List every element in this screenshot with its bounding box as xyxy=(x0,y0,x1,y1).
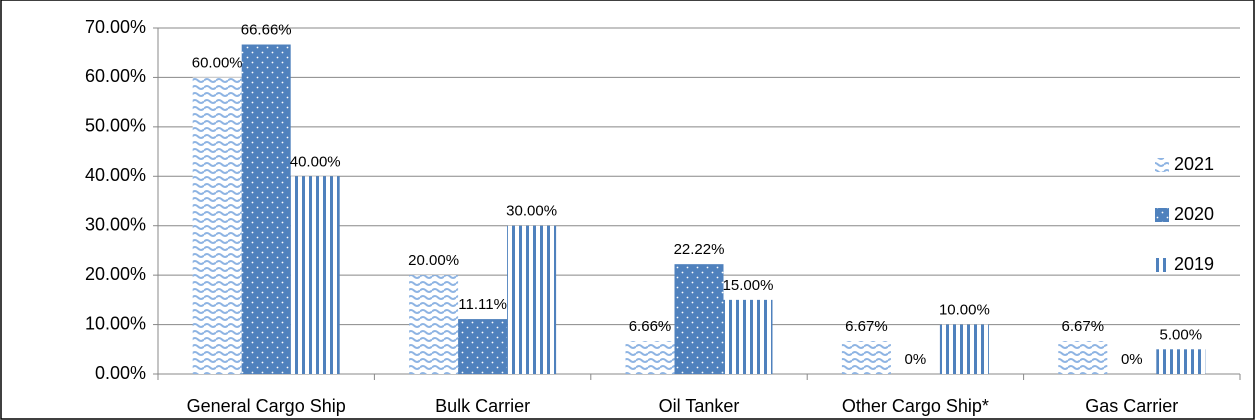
bar xyxy=(458,319,508,374)
data-label: 40.00% xyxy=(290,153,341,170)
data-label: 15.00% xyxy=(723,277,774,294)
data-label: 22.22% xyxy=(674,241,725,258)
data-label: 10.00% xyxy=(939,302,990,319)
bar xyxy=(841,341,891,374)
data-label: 0% xyxy=(1121,351,1143,368)
y-tick-label: 60.00% xyxy=(85,66,146,86)
bar xyxy=(939,324,989,374)
bar xyxy=(674,264,724,374)
y-tick-label: 20.00% xyxy=(85,264,146,284)
legend-swatch xyxy=(1155,258,1169,272)
data-label: 6.66% xyxy=(629,318,672,335)
x-tick-label: Oil Tanker xyxy=(659,396,740,416)
data-label: 20.00% xyxy=(408,252,459,269)
legend-label: 2021 xyxy=(1174,154,1214,174)
bar xyxy=(625,341,675,374)
data-label: 5.00% xyxy=(1160,326,1203,343)
bar xyxy=(1058,341,1108,374)
data-label: 6.67% xyxy=(845,318,888,335)
legend-swatch xyxy=(1155,208,1169,222)
y-tick-label: 50.00% xyxy=(85,116,146,136)
data-label: 60.00% xyxy=(192,54,243,71)
x-tick-label: General Cargo Ship xyxy=(187,396,346,416)
y-tick-label: 30.00% xyxy=(85,214,146,234)
legend-label: 2019 xyxy=(1174,254,1214,274)
data-label: 66.66% xyxy=(241,21,292,38)
data-label: 11.11% xyxy=(458,296,507,313)
y-tick-label: 70.00% xyxy=(85,17,146,37)
bar xyxy=(290,176,340,374)
legend-swatch xyxy=(1155,158,1169,172)
y-tick-label: 10.00% xyxy=(85,313,146,333)
data-label: 30.00% xyxy=(506,203,557,220)
x-tick-label: Other Cargo Ship* xyxy=(842,396,989,416)
bar xyxy=(1156,349,1206,374)
bar xyxy=(723,299,773,374)
x-tick-label: Bulk Carrier xyxy=(435,396,530,416)
data-label: 0% xyxy=(905,351,927,368)
data-label: 6.67% xyxy=(1062,318,1105,335)
y-tick-label: 0.00% xyxy=(95,363,146,383)
x-tick-label: Gas Carrier xyxy=(1085,396,1178,416)
bar xyxy=(409,275,459,374)
y-tick-label: 40.00% xyxy=(85,165,146,185)
bar xyxy=(507,225,557,374)
legend-label: 2020 xyxy=(1174,204,1214,224)
bar xyxy=(192,77,242,374)
bar xyxy=(241,44,291,374)
